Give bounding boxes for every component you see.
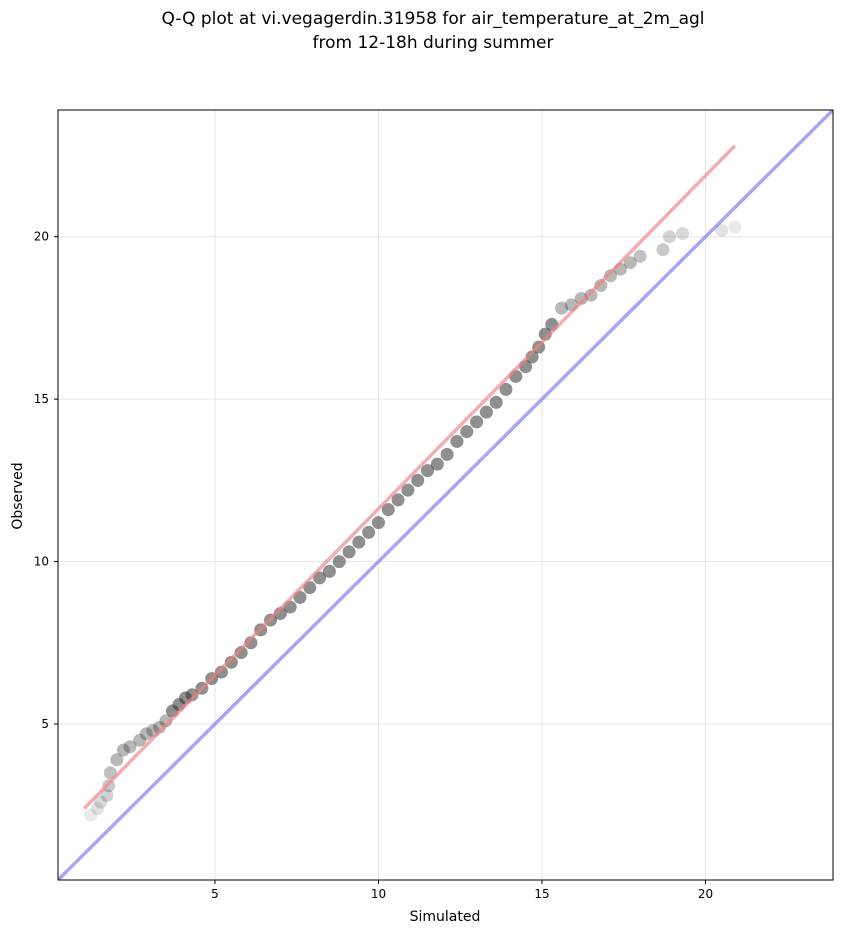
qq-point — [371, 516, 385, 530]
qq-point — [401, 483, 415, 497]
qq-point — [185, 688, 199, 702]
qq-point — [103, 766, 117, 780]
qq-point — [391, 493, 405, 507]
qq-point — [322, 564, 336, 578]
axis-ticks: 5 10 15 20 5 10 15 20 — [34, 230, 713, 901]
qq-point — [479, 405, 493, 419]
qq-point — [450, 434, 464, 448]
qq-point — [100, 789, 114, 803]
chart-title-line-1: Q-Q plot at vi.vegagerdin.31958 for air_… — [161, 9, 704, 29]
qq-point — [499, 382, 513, 396]
qq-point — [555, 301, 569, 315]
y-tick-label: 10 — [34, 555, 49, 569]
x-tick-label: 10 — [371, 887, 386, 901]
qq-point — [715, 223, 729, 237]
qq-point — [362, 525, 376, 539]
qq-point — [676, 226, 690, 240]
plot-area — [58, 110, 833, 880]
qq-point — [139, 727, 153, 741]
qq-point — [116, 743, 130, 757]
x-axis-label: Simulated — [410, 909, 481, 925]
qq-point — [574, 291, 588, 305]
y-tick-label: 15 — [34, 392, 49, 406]
qq-point — [332, 555, 346, 569]
qq-point — [133, 733, 147, 747]
qq-point — [313, 571, 327, 585]
qq-point — [594, 278, 608, 292]
qq-point — [430, 457, 444, 471]
qq-point — [470, 415, 484, 429]
qq-point — [460, 425, 474, 439]
qq-point — [94, 795, 108, 809]
qq-point — [90, 802, 104, 816]
fit-line — [82, 144, 737, 810]
plot-data — [58, 110, 833, 880]
qq-point — [584, 288, 598, 302]
x-tick-label: 5 — [211, 887, 219, 901]
qq-point — [489, 395, 503, 409]
qq-point — [656, 243, 670, 257]
y-tick-label: 20 — [34, 230, 49, 244]
x-tick-label: 20 — [698, 887, 713, 901]
qq-point — [662, 230, 676, 244]
qq-point — [123, 740, 137, 754]
x-tick-label: 15 — [534, 887, 549, 901]
qq-point — [342, 545, 356, 559]
qq-point — [421, 464, 435, 478]
qq-point — [110, 753, 124, 767]
qq-point — [352, 535, 366, 549]
qq-point — [224, 655, 238, 669]
qq-point — [215, 665, 229, 679]
qq-point — [381, 503, 395, 517]
qq-point — [440, 447, 454, 461]
qq-point — [728, 220, 742, 234]
qq-point — [234, 646, 248, 660]
qq-point — [84, 808, 98, 822]
chart-title-line-2: from 12-18h during summer — [313, 33, 554, 53]
identity-line — [58, 110, 833, 880]
y-axis-label: Observed — [10, 462, 26, 529]
plot-frame — [57, 109, 834, 881]
y-tick-label: 5 — [41, 717, 49, 731]
qq-point — [633, 249, 647, 263]
qq-point — [604, 269, 618, 283]
qq-point — [411, 473, 425, 487]
qq-point — [623, 256, 637, 270]
